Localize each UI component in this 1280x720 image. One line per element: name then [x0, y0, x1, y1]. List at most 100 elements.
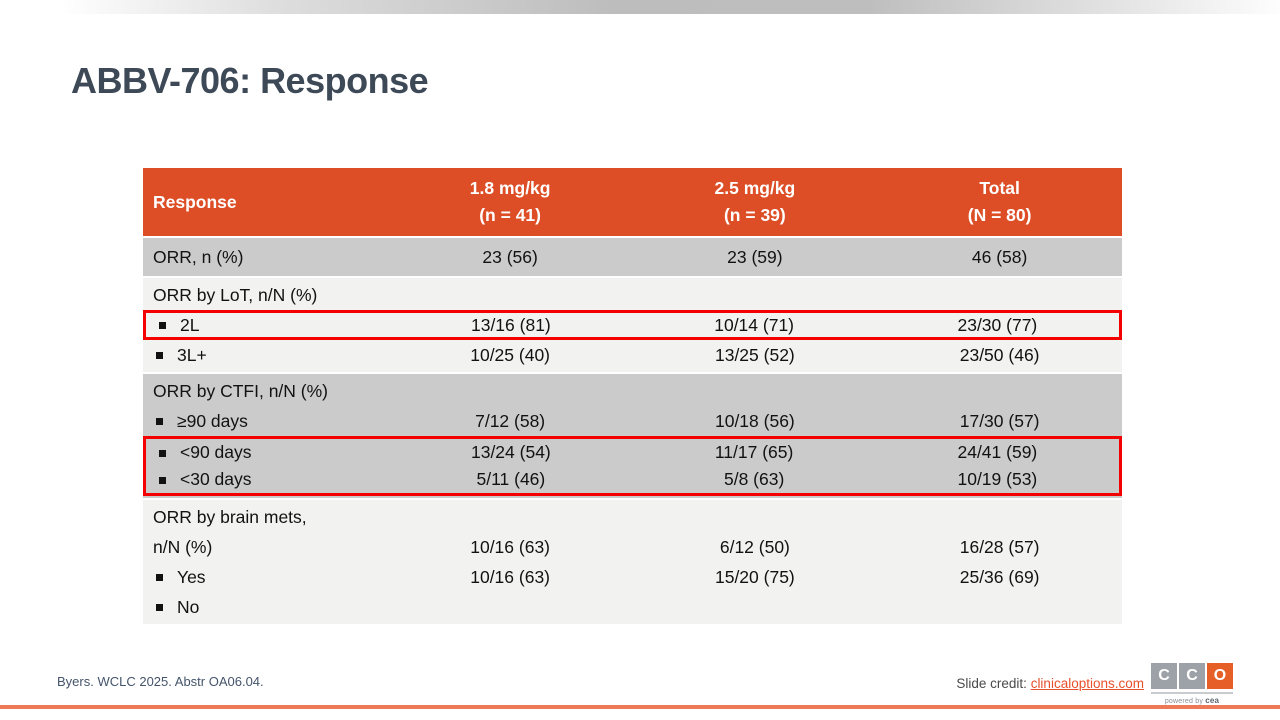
- row-label-text: 2L: [180, 314, 200, 335]
- page-title: ABBV-706: Response: [71, 60, 429, 101]
- row-value: 23/50 (46): [959, 344, 1040, 365]
- row-value: 10/16 (63): [470, 536, 551, 557]
- row-label-text: n/N (%): [153, 536, 213, 557]
- row-label: 2L: [146, 315, 389, 336]
- table-row: ORR by CTFI, n/N (%): [143, 376, 1122, 406]
- row-value: 5/8 (63): [723, 469, 785, 489]
- slide-credit-link[interactable]: clinicaloptions.com: [1030, 676, 1144, 691]
- row-value: 10/16 (63): [470, 566, 551, 587]
- slide-credit: Slide credit: clinicaloptions.com: [956, 676, 1144, 691]
- row-label: ORR, n (%): [143, 247, 388, 268]
- table-row: ORR, n (%) 23 (56) 23 (59) 46 (58): [143, 240, 1122, 274]
- table-row: No: [143, 592, 1122, 622]
- logo-tagline: powered by cea: [1151, 696, 1233, 705]
- row-label: n/N (%): [143, 537, 388, 558]
- row-value: 17/30 (57): [959, 410, 1040, 431]
- header-total-line1: Total: [979, 177, 1020, 198]
- header-dose-line2: (n = 41): [479, 205, 541, 225]
- row-label: ORR by brain mets,: [143, 507, 388, 528]
- logo-letter-c1: C: [1151, 663, 1177, 689]
- row-label-text: 3L+: [177, 344, 207, 365]
- table-section: ORR by CTFI, n/N (%) ≥90 days 7/12 (58) 10/…: [143, 374, 1122, 498]
- logo-tagline-prefix: powered by: [1164, 698, 1206, 705]
- header-total-line2: (N = 80): [967, 205, 1032, 225]
- row-label: <90 days: [146, 442, 389, 463]
- header-cell-response: Response: [153, 191, 237, 212]
- row-value: 6/12 (50): [719, 536, 790, 557]
- row-label: ≥90 days: [143, 411, 388, 432]
- bullet-square-icon: [156, 574, 163, 581]
- row-label-text: ORR by LoT, n/N (%): [153, 284, 318, 305]
- row-value: 23/30 (77): [957, 314, 1038, 335]
- bottom-accent-bar: [0, 705, 1280, 709]
- row-label: 3L+: [143, 345, 388, 366]
- highlighted-table-row: <90 days 13/24 (54) 11/17 (65) 24/41 (59): [143, 436, 1122, 466]
- row-value: 23 (59): [727, 246, 783, 267]
- row-value: 16/28 (57): [959, 536, 1040, 557]
- bullet-square-icon: [156, 352, 163, 359]
- row-value: 46 (58): [971, 246, 1028, 267]
- header-cell-dose-2: 2.5 mg/kg (n = 39): [633, 168, 878, 236]
- header-dose-line1: 1.8 mg/kg: [469, 177, 551, 198]
- citation-text: Byers. WCLC 2025. Abstr OA06.04.: [57, 674, 264, 689]
- header-cell-total: Total (N = 80): [877, 168, 1122, 236]
- bullet-square-icon: [159, 449, 166, 457]
- cco-logo: C C O powered by cea: [1151, 663, 1233, 705]
- bullet-square-icon: [156, 418, 163, 425]
- logo-tagline-brand: cea: [1205, 696, 1220, 705]
- table-section: ORR, n (%) 23 (56) 23 (59) 46 (58): [143, 238, 1122, 276]
- row-label: ORR by CTFI, n/N (%): [143, 381, 388, 402]
- table-row: Yes 10/16 (63) 15/20 (75) 25/36 (69): [143, 562, 1122, 592]
- table-row: ORR by LoT, n/N (%): [143, 280, 1122, 310]
- row-label-text: ORR by CTFI, n/N (%): [153, 380, 329, 401]
- row-value: 23 (56): [482, 246, 538, 267]
- response-table: Response 1.8 mg/kg (n = 41) 2.5 mg/kg (n…: [143, 168, 1122, 624]
- row-label-text: ≥90 days: [177, 410, 248, 431]
- row-label: Yes: [143, 567, 388, 588]
- table-row: ORR by brain mets,: [143, 502, 1122, 532]
- row-value: 15/20 (75): [714, 566, 795, 587]
- row-value: 13/16 (81): [470, 314, 551, 335]
- header-dose-line1: 2.5 mg/kg: [714, 177, 796, 198]
- header-cell-dose-1: 1.8 mg/kg (n = 41): [388, 168, 633, 236]
- row-value: 13/24 (54): [470, 442, 551, 462]
- row-label: <30 days: [146, 469, 389, 490]
- row-value: 5/11 (46): [476, 469, 546, 489]
- row-label-text: <30 days: [180, 469, 252, 489]
- row-value: 10/19 (53): [957, 469, 1038, 489]
- table-row: n/N (%) 10/16 (63) 6/12 (50) 16/28 (57): [143, 532, 1122, 562]
- table-section: ORR by LoT, n/N (%) 2L 13/16 (81) 10/14 (71…: [143, 278, 1122, 372]
- row-label-text: Yes: [177, 566, 206, 587]
- row-value: 24/41 (59): [957, 442, 1038, 462]
- row-label: ORR by LoT, n/N (%): [143, 285, 388, 306]
- row-value: 10/25 (40): [470, 344, 551, 365]
- logo-divider: [1151, 692, 1233, 694]
- row-value: 10/18 (56): [714, 410, 795, 431]
- row-label-text: ORR, n (%): [153, 246, 244, 267]
- logo-letter-c2: C: [1179, 663, 1205, 689]
- highlighted-table-row: <30 days 5/11 (46) 5/8 (63) 10/19 (53): [143, 466, 1122, 496]
- row-label-text: No: [177, 596, 200, 617]
- table-row: ≥90 days 7/12 (58) 10/18 (56) 17/30 (57): [143, 406, 1122, 436]
- row-value: 7/12 (58): [475, 410, 546, 431]
- highlighted-table-row: 2L 13/16 (81) 10/14 (71) 23/30 (77): [143, 310, 1122, 340]
- row-label: No: [143, 597, 388, 618]
- top-gradient-bar: [65, 0, 1280, 14]
- bullet-square-icon: [156, 604, 163, 611]
- table-row: 3L+ 10/25 (40) 13/25 (52) 23/50 (46): [143, 340, 1122, 370]
- row-value: 25/36 (69): [959, 566, 1040, 587]
- table-section: ORR by brain mets, n/N (%) 10/16 (63) 6/12 …: [143, 500, 1122, 624]
- row-value: 10/14 (71): [714, 314, 795, 335]
- cco-logo-squares: C C O: [1151, 663, 1233, 689]
- row-label-text: <90 days: [180, 442, 252, 462]
- row-value: 13/25 (52): [714, 344, 795, 365]
- header-dose-line2: (n = 39): [723, 205, 786, 225]
- logo-letter-o: O: [1207, 663, 1233, 689]
- row-label-text: ORR by brain mets,: [153, 506, 307, 527]
- bullet-square-icon: [159, 322, 166, 329]
- row-value: 11/17 (65): [714, 442, 794, 462]
- table-header-row: Response 1.8 mg/kg (n = 41) 2.5 mg/kg (n…: [143, 168, 1122, 236]
- bullet-square-icon: [159, 476, 166, 484]
- table-body: ORR, n (%) 23 (56) 23 (59) 46 (58) ORR by Lo…: [143, 238, 1122, 624]
